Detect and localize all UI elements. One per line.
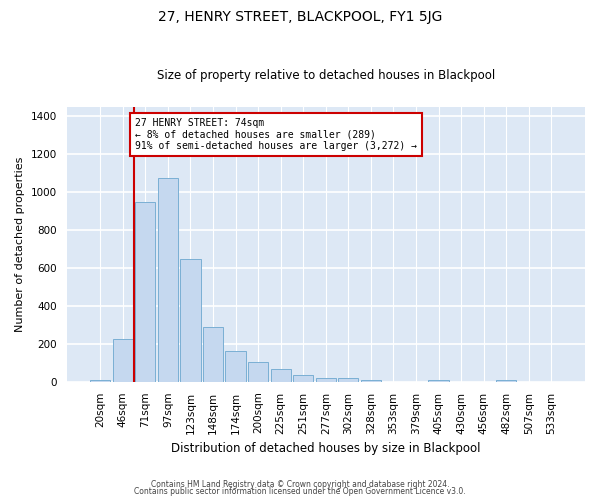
Bar: [181, 258, 200, 382]
Y-axis label: Number of detached properties: Number of detached properties: [15, 156, 25, 332]
Bar: [226, 352, 246, 382]
Bar: [496, 380, 517, 382]
Bar: [90, 380, 110, 382]
Bar: [316, 378, 336, 382]
Bar: [428, 380, 449, 382]
Bar: [203, 327, 223, 382]
Bar: [248, 362, 268, 382]
Bar: [113, 339, 133, 382]
Bar: [271, 370, 291, 382]
Text: Contains HM Land Registry data © Crown copyright and database right 2024.: Contains HM Land Registry data © Crown c…: [151, 480, 449, 489]
Title: Size of property relative to detached houses in Blackpool: Size of property relative to detached ho…: [157, 69, 495, 82]
Bar: [158, 178, 178, 382]
Text: Contains public sector information licensed under the Open Government Licence v3: Contains public sector information licen…: [134, 487, 466, 496]
Bar: [135, 202, 155, 382]
Text: 27, HENRY STREET, BLACKPOOL, FY1 5JG: 27, HENRY STREET, BLACKPOOL, FY1 5JG: [158, 10, 442, 24]
X-axis label: Distribution of detached houses by size in Blackpool: Distribution of detached houses by size …: [171, 442, 481, 455]
Bar: [293, 375, 313, 382]
Text: 27 HENRY STREET: 74sqm
← 8% of detached houses are smaller (289)
91% of semi-det: 27 HENRY STREET: 74sqm ← 8% of detached …: [135, 118, 417, 152]
Bar: [338, 378, 358, 382]
Bar: [361, 380, 381, 382]
